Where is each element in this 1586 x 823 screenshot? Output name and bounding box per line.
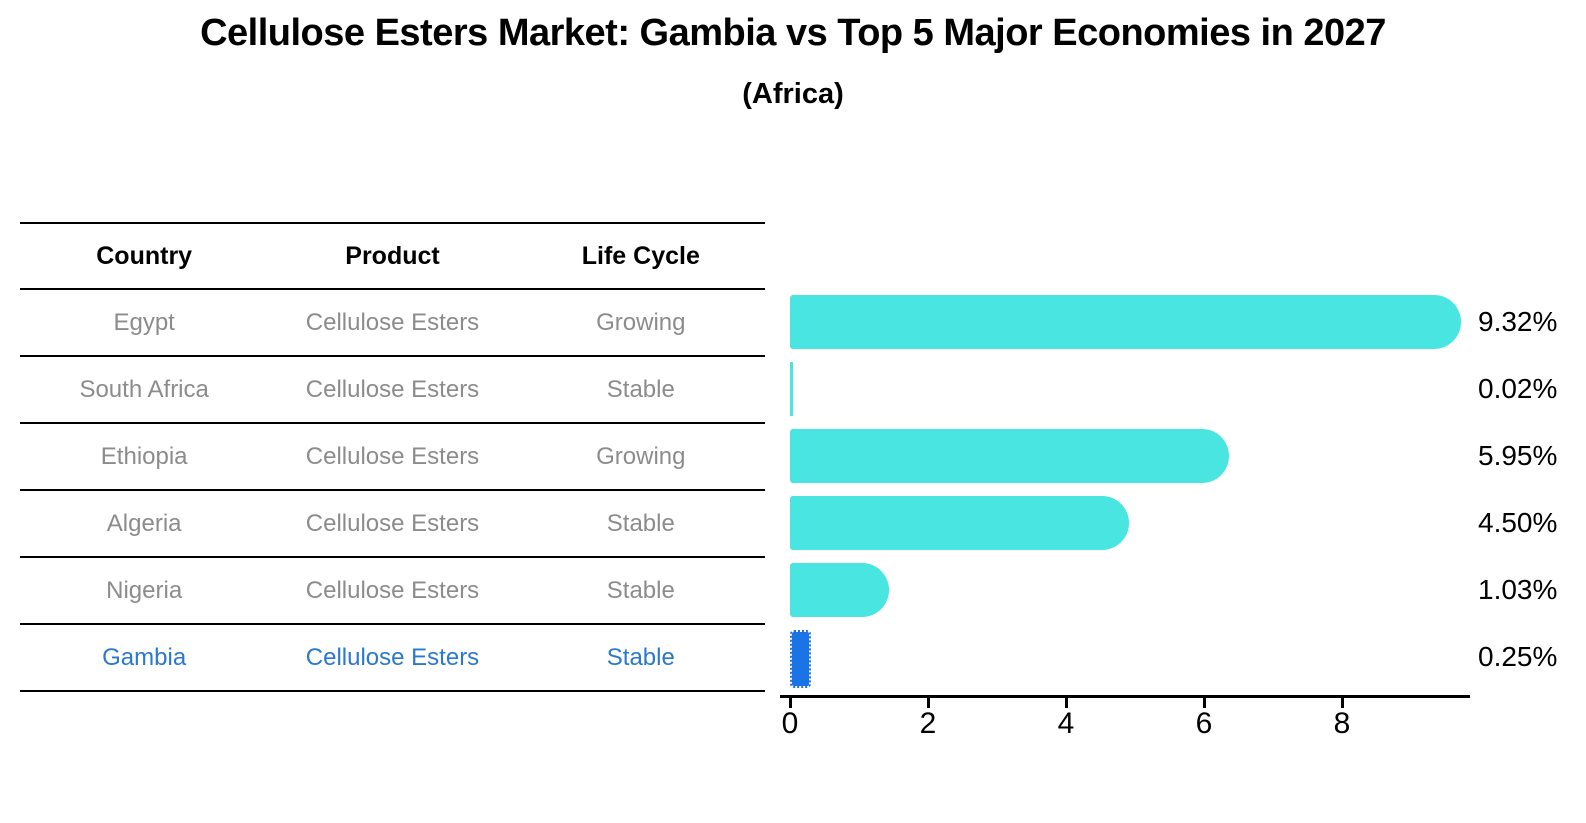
page-title: Cellulose Esters Market: Gambia vs Top 5… [200,12,1386,54]
page-subtitle: (Africa) [742,78,844,110]
x-axis-tick-label: 8 [1333,707,1351,740]
table-row: Algeria Cellulose Esters Stable [20,491,765,558]
x-axis-tick [1341,698,1344,708]
highlight-bar-gambia [790,629,812,688]
bar-chart [790,288,1490,690]
table-row: Egypt Cellulose Esters Growing [20,290,765,357]
x-axis-tick [1203,698,1206,708]
x-axis-tick-label: 2 [919,707,937,740]
x-axis-tick [789,698,792,708]
cell-country: Nigeria [106,576,183,604]
data-table: Country Product Life Cycle Egypt Cellulo… [20,222,765,692]
header-cell-product: Product [345,241,440,270]
table-row: Nigeria Cellulose Esters Stable [20,558,765,625]
value-label: 9.32% [1478,306,1558,337]
cell-life-cycle: Growing [596,442,686,470]
cell-country: South Africa [79,375,209,403]
value-label: 0.02% [1478,373,1558,404]
table-row: South Africa Cellulose Esters Stable [20,357,765,424]
cell-life-cycle: Stable [606,375,675,403]
value-label: 0.25% [1478,641,1558,672]
cell-product: Cellulose Esters [305,576,480,604]
x-axis-tick [1065,698,1068,708]
cell-country: Ethiopia [100,442,188,470]
cell-life-cycle: Growing [596,308,686,336]
value-label: 4.50% [1478,507,1558,538]
x-axis: 0 2 4 6 8 [782,695,1490,755]
cell-country: Gambia [102,643,187,671]
table-row-highlight-gambia: Gambia Cellulose Esters Stable [20,625,765,692]
cell-product: Cellulose Esters [305,442,480,470]
cell-product: Cellulose Esters [305,375,480,403]
header-cell-lifecycle: Life Cycle [581,241,700,270]
x-axis-tick-label: 6 [1195,707,1213,740]
bar-algeria [790,495,1129,550]
x-axis-tick [927,698,930,708]
cell-country: Egypt [113,308,175,336]
x-axis-line [780,695,1470,698]
value-label: 1.03% [1478,574,1558,605]
bar-south-africa [790,361,793,416]
table-row: Ethiopia Cellulose Esters Growing [20,424,765,491]
table-header-row: Country Product Life Cycle [20,224,765,290]
cell-life-cycle: Stable [606,643,675,671]
cell-product: Cellulose Esters [305,643,480,671]
cell-life-cycle: Stable [606,576,675,604]
cell-product: Cellulose Esters [305,308,480,336]
bar-nigeria [790,562,890,617]
header-cell-country: Country [96,241,193,270]
cell-life-cycle: Stable [606,509,675,537]
bar-egypt [790,294,1462,349]
value-labels: 9.32% 0.02% 5.95% 4.50% 1.03% 0.25% [1478,288,1586,690]
cell-product: Cellulose Esters [305,509,480,537]
x-axis-tick-label: 4 [1057,707,1075,740]
bar-ethiopia [790,428,1229,483]
value-label: 5.95% [1478,440,1558,471]
x-axis-tick-label: 0 [781,707,799,740]
cell-country: Algeria [106,509,182,537]
